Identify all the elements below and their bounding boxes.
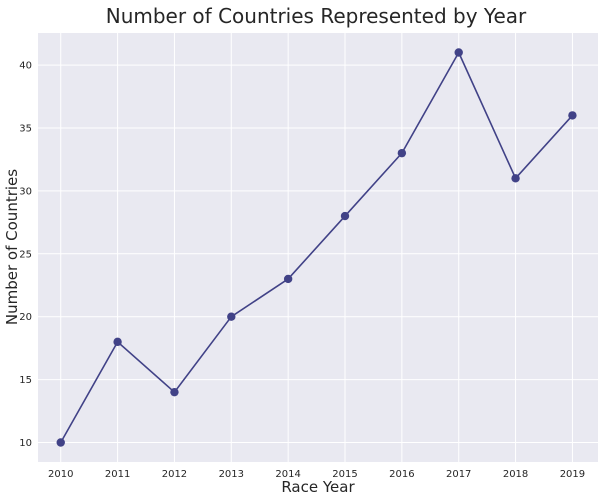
x-tick-label: 2010 [48, 469, 73, 480]
data-point [283, 274, 293, 284]
y-tick-label: 35 [19, 123, 32, 134]
x-tick-label: 2011 [105, 469, 130, 480]
y-tick-label: 10 [19, 438, 32, 449]
x-tick-label: 2015 [332, 469, 357, 480]
y-tick-label: 20 [19, 312, 32, 323]
data-point [56, 438, 65, 447]
y-tick-label: 15 [19, 375, 32, 386]
y-tick-label: 40 [19, 61, 32, 72]
data-point [568, 111, 577, 120]
x-tick-label: 2017 [446, 469, 471, 480]
data-point [113, 337, 122, 347]
tick-labels: 2010 2011 2012 2013 2014 2015 2016 2017 2018 2019… [19, 61, 585, 480]
x-tick-label: 2013 [219, 469, 244, 480]
data-point [397, 148, 407, 158]
chart-title: Number of Countries Represented by Year [106, 4, 527, 28]
y-tick-label: 25 [19, 249, 32, 260]
y-axis-label: Number of Countries [3, 169, 21, 325]
x-tick-label: 2012 [162, 469, 187, 480]
data-point [511, 174, 520, 183]
x-tick-label: 2014 [275, 469, 300, 480]
data-point [170, 387, 179, 397]
y-tick-label: 30 [19, 186, 32, 197]
x-tick-label: 2019 [560, 469, 585, 480]
data-point [227, 312, 236, 321]
grid-lines [38, 33, 598, 462]
series-line [60, 51, 574, 443]
data-point [454, 48, 463, 57]
x-tick-label: 2018 [503, 469, 528, 480]
data-point [340, 211, 350, 221]
x-axis-label: Race Year [281, 478, 355, 496]
series [56, 48, 577, 447]
plot-area [38, 33, 598, 462]
x-tick-label: 2016 [389, 469, 414, 480]
